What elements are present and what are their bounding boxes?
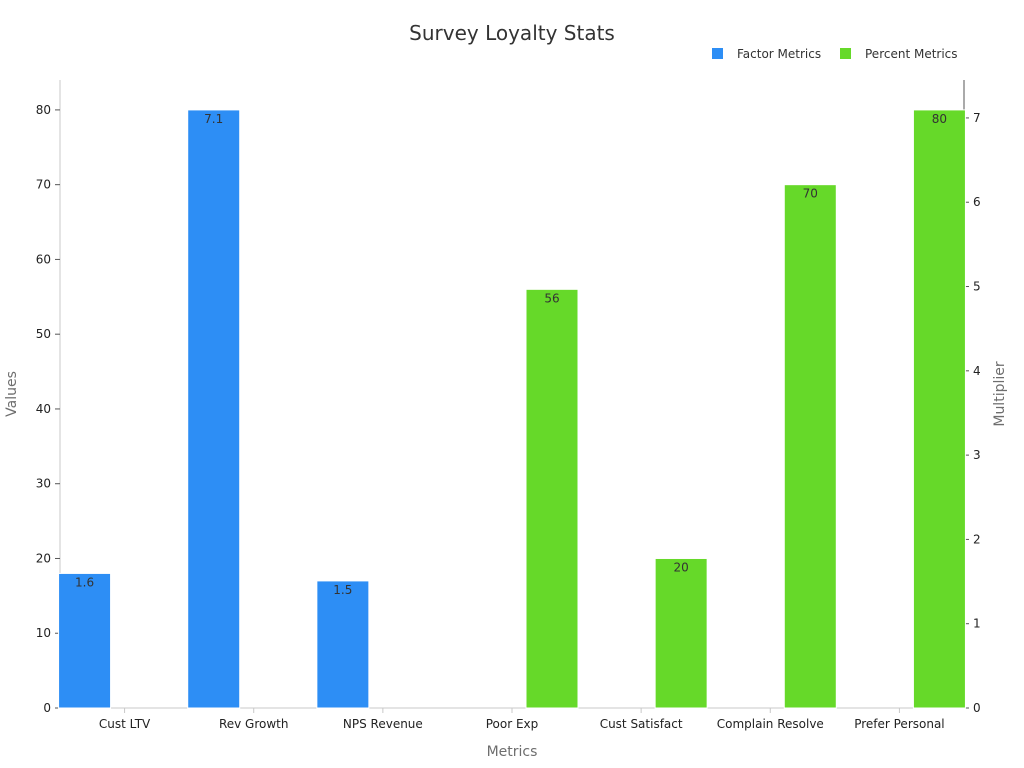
bar-percent-metrics	[912, 109, 966, 709]
x-tick-label: Poor Exp	[486, 717, 539, 731]
bar-data-label: 80	[932, 112, 947, 126]
bar-data-label: 56	[544, 291, 559, 305]
y-tick-label: 70	[36, 178, 51, 192]
y-axis-title: Values	[4, 371, 20, 417]
bar-percent-metrics	[654, 557, 708, 709]
y-tick-label: 30	[36, 477, 51, 491]
y-tick-label: 40	[36, 402, 51, 416]
y-axis-ticks: 0 10 20 30 40 50 60 70 80	[36, 103, 60, 715]
bar-factor-metrics	[187, 109, 241, 709]
y-tick-label: 10	[36, 626, 51, 640]
bar-factor-metrics	[316, 580, 370, 709]
y2-axis-ticks: 0 1 2 3 4 5 6 7	[964, 111, 981, 715]
legend-swatch	[712, 48, 723, 59]
chart-title: Survey Loyalty Stats	[409, 21, 615, 45]
x-tick-label: Cust Satisfact	[600, 717, 683, 731]
bar-data-label: 1.5	[333, 583, 352, 597]
legend-swatch	[840, 48, 851, 59]
y-tick-label: 60	[36, 252, 51, 266]
y2-tick-label: 1	[973, 617, 981, 631]
y2-tick-label: 5	[973, 280, 981, 294]
y2-tick-label: 2	[973, 532, 981, 546]
bar-data-label: 1.6	[75, 575, 94, 589]
y2-axis-title: Multiplier	[992, 361, 1008, 427]
y-tick-label: 0	[43, 701, 51, 715]
x-tick-label: NPS Revenue	[343, 717, 423, 731]
x-axis-ticks: Cust LTV Rev Growth NPS Revenue Poor Exp Cus…	[99, 708, 945, 731]
x-tick-label: Cust LTV	[99, 717, 151, 731]
bar-data-label: 7.1	[204, 112, 223, 126]
y2-tick-label: 3	[973, 448, 981, 462]
x-axis-title: Metrics	[487, 744, 538, 760]
legend-label: Factor Metrics	[737, 47, 821, 61]
bar-percent-metrics	[783, 184, 837, 709]
x-tick-label: Rev Growth	[219, 717, 289, 731]
legend: Factor Metrics Percent Metrics	[712, 47, 958, 61]
y2-tick-label: 0	[973, 701, 981, 715]
y2-tick-label: 7	[973, 111, 981, 125]
bar-data-label: 20	[674, 560, 689, 574]
x-tick-label: Prefer Personal	[854, 717, 944, 731]
y2-tick-label: 6	[973, 195, 981, 209]
bar-factor-metrics	[58, 572, 112, 709]
legend-label: Percent Metrics	[865, 47, 958, 61]
bar-data-labels: 1.6 7.1 1.5 56 20 70 80	[75, 112, 947, 597]
bar-percent-metrics	[525, 288, 579, 709]
y-tick-label: 50	[36, 327, 51, 341]
y2-tick-label: 4	[973, 364, 981, 378]
y-tick-label: 20	[36, 551, 51, 565]
y-tick-label: 80	[36, 103, 51, 117]
bar-data-label: 70	[803, 187, 818, 201]
x-tick-label: Complain Resolve	[717, 717, 824, 731]
bars	[58, 109, 966, 709]
